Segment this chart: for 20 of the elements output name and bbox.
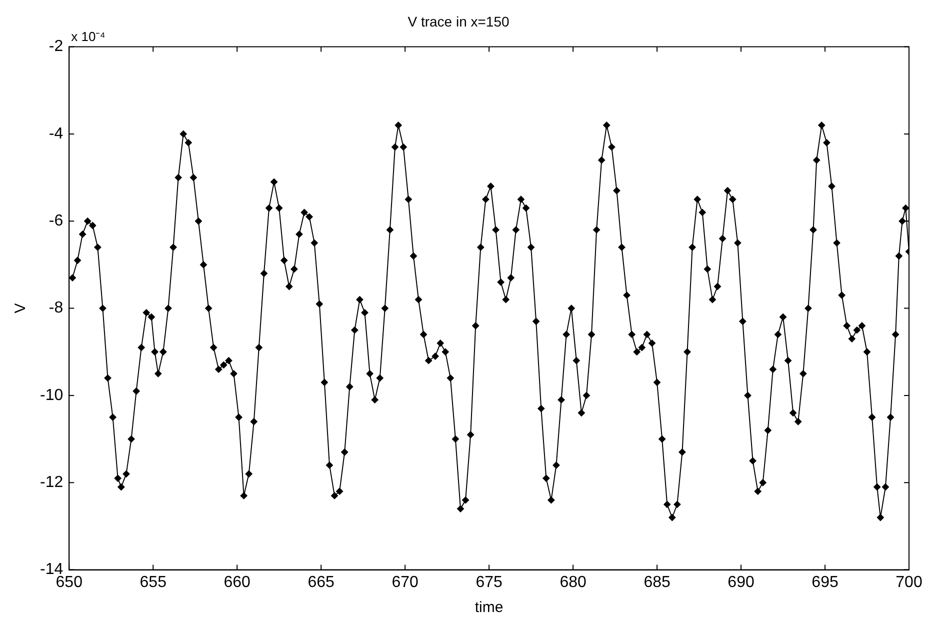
y-axis-title: V xyxy=(12,303,30,314)
y-tick-label: -8 xyxy=(48,300,64,317)
x-tick-label: 690 xyxy=(728,574,754,591)
y-tick-label: -10 xyxy=(40,386,64,404)
text: x 10⁻⁴ xyxy=(71,28,106,44)
y-tick-label: -12 xyxy=(40,474,64,492)
x-tick-label: 685 xyxy=(644,574,670,591)
x-tick-label: 660 xyxy=(224,574,251,591)
y-tick-label: -6 xyxy=(48,212,64,230)
x-tick-label: 695 xyxy=(812,574,838,591)
x-tick-label: 665 xyxy=(308,574,335,591)
x-tick-label: 670 xyxy=(392,574,419,591)
x-axis-title: time xyxy=(474,599,504,616)
x-tick-label: 700 xyxy=(896,574,922,591)
y-tick-label: -2 xyxy=(48,38,64,56)
chart-title: V trace in x=150 xyxy=(408,13,510,30)
x-tick-label: 675 xyxy=(476,574,503,591)
x-tick-label: 655 xyxy=(140,574,167,591)
y-tick-label: -4 xyxy=(48,125,64,142)
x-tick-label: 680 xyxy=(560,574,586,591)
